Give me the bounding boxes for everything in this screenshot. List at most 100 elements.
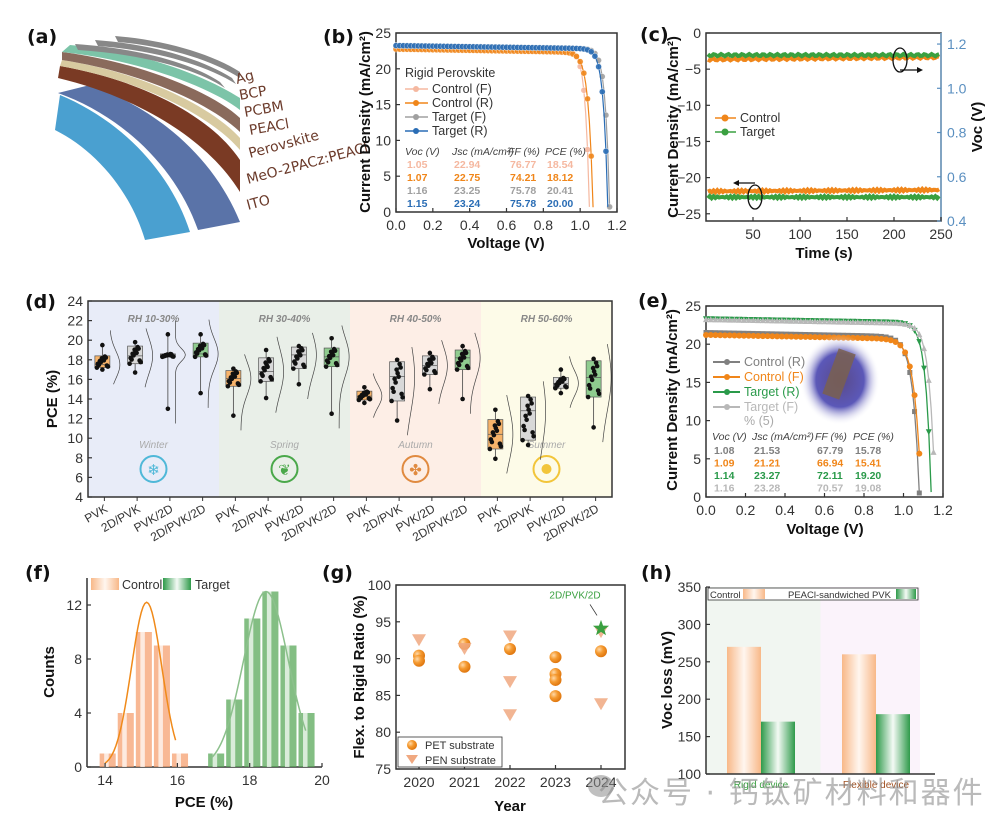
e-jv-point — [816, 334, 823, 341]
f-bar-highlight — [248, 618, 254, 767]
d-data-point — [460, 396, 465, 402]
b-legend-label: Target (R) — [432, 124, 488, 138]
e-jv-point — [826, 318, 833, 325]
b-x-tick-label: 0.6 — [497, 217, 517, 233]
d-data-point — [328, 349, 334, 355]
h-x-tick-label: Flexible device — [843, 780, 910, 791]
d-data-point — [490, 430, 496, 435]
g-y-title: Flex. to Rigid Ratio (%) — [351, 595, 368, 758]
e-jv-point — [797, 317, 804, 324]
d-data-point — [523, 413, 528, 419]
e-x-tick-label: 0.6 — [815, 502, 835, 518]
e-jv-point — [864, 335, 871, 342]
d-data-point — [231, 366, 236, 371]
e-jv-point — [892, 319, 899, 326]
d-data-point — [323, 364, 329, 369]
e-photo-device-strip — [822, 348, 856, 400]
d-data-point — [585, 394, 591, 400]
b-legend-marker — [413, 114, 419, 120]
d-season-icon-winter — [139, 455, 168, 483]
f-bar-highlight — [158, 645, 163, 767]
e-jv-point — [726, 316, 733, 323]
panel-label-h: (h) — [641, 562, 672, 584]
g-legend-marker-pet — [407, 740, 417, 750]
b-legend-label: Target (F) — [432, 110, 486, 124]
e-legend-marker — [724, 404, 730, 410]
d-data-point — [586, 382, 592, 388]
sun-icon — [541, 464, 552, 474]
e-jv-point — [712, 316, 719, 323]
e-jv-point — [807, 334, 814, 341]
e-jv-point — [887, 319, 894, 326]
b-table-header: Voc (V) — [405, 146, 440, 158]
d-distribution-curve — [207, 319, 219, 408]
d-data-point — [430, 354, 435, 360]
e-y-tick-label: 15 — [685, 374, 701, 390]
h-y-tick-label: 350 — [678, 579, 702, 595]
d-distribution-curve — [506, 395, 514, 474]
e-x-tick-label: 0.8 — [854, 502, 874, 518]
b-table-cell: 18.54 — [547, 159, 573, 171]
g-pen-point — [503, 676, 517, 689]
c-current-trace-1 — [706, 193, 941, 202]
e-y-title: Current Density (mA/cm²) — [664, 309, 681, 491]
d-data-point — [261, 365, 266, 371]
d-data-point — [331, 346, 337, 352]
c-y2-tick-label: 1.2 — [947, 36, 967, 52]
c-y2-tick-label: 0.8 — [947, 125, 967, 141]
e-jv-point — [783, 333, 790, 340]
d-data-point — [454, 367, 460, 372]
e-jv-point — [897, 342, 904, 349]
h-legend-swatch-control — [743, 589, 765, 599]
e-jv-point — [878, 319, 885, 326]
g-pet-point — [413, 654, 425, 667]
d-data-point — [525, 403, 530, 409]
e-x-tick-label: 0.0 — [696, 502, 716, 518]
b-x-tick-label: 0.2 — [423, 217, 443, 233]
d-data-point — [397, 361, 402, 367]
b-table-cell: 1.07 — [407, 172, 428, 184]
e-jv-point — [849, 318, 856, 325]
d-y-tick-label: 12 — [67, 411, 83, 427]
e-jv-point — [840, 318, 847, 325]
b-table-header: PCE (%) — [545, 146, 586, 158]
d-data-point — [292, 359, 297, 364]
f-bar-highlight — [284, 645, 290, 767]
e-legend-marker — [724, 374, 730, 380]
chart-d-seasonal-boxplot: RH 10-30%Winter❄PVK2D/PVKPVK/2D2D/PVK/2D… — [44, 293, 613, 544]
d-data-point — [394, 367, 399, 372]
e-jv-point — [745, 332, 752, 339]
chart-b-jv-rigid: 0 5 10 15 20 25 0.0 0.2 0.4 0.6 0.8 1.0 1.2 Current D… — [357, 25, 627, 252]
e-table-cell: 23.28 — [754, 483, 780, 495]
f-legend-label: Control — [122, 578, 162, 592]
e-jv-point — [911, 392, 918, 399]
e-jv-point — [703, 316, 709, 323]
panel-label-g: (g) — [322, 562, 353, 584]
b-legend-marker — [413, 128, 419, 134]
d-data-point — [198, 390, 203, 396]
e-table-cell: 23.27 — [754, 470, 780, 482]
panel-label-a: (a) — [27, 26, 58, 48]
chart-h-voc-loss: Rigid device Flexible device 100 150 200 250 3… — [659, 579, 935, 791]
d-data-point — [462, 348, 468, 354]
d-data-point — [495, 418, 501, 424]
d-data-point — [558, 377, 563, 382]
d-data-point — [591, 425, 596, 430]
c-y-tick-label: −5 — [685, 61, 701, 77]
e-jv-point — [883, 336, 890, 343]
d-data-point — [197, 343, 203, 349]
plot-frame — [395, 32, 618, 213]
b-table-cell: 23.25 — [454, 185, 480, 197]
e-jv-point — [721, 316, 728, 323]
d-data-point — [530, 430, 535, 435]
d-data-point — [488, 437, 494, 442]
jv-point — [573, 53, 580, 60]
f-x-title: PCE (%) — [175, 794, 233, 811]
g-pen-point — [594, 698, 608, 711]
e-jv-point — [731, 316, 738, 323]
b-table-cell: 22.75 — [454, 172, 480, 184]
e-jv-point — [868, 335, 875, 342]
d-y-tick-label: 22 — [67, 313, 83, 329]
f-y-tick-label: 8 — [74, 651, 82, 667]
jv-point — [599, 88, 606, 95]
